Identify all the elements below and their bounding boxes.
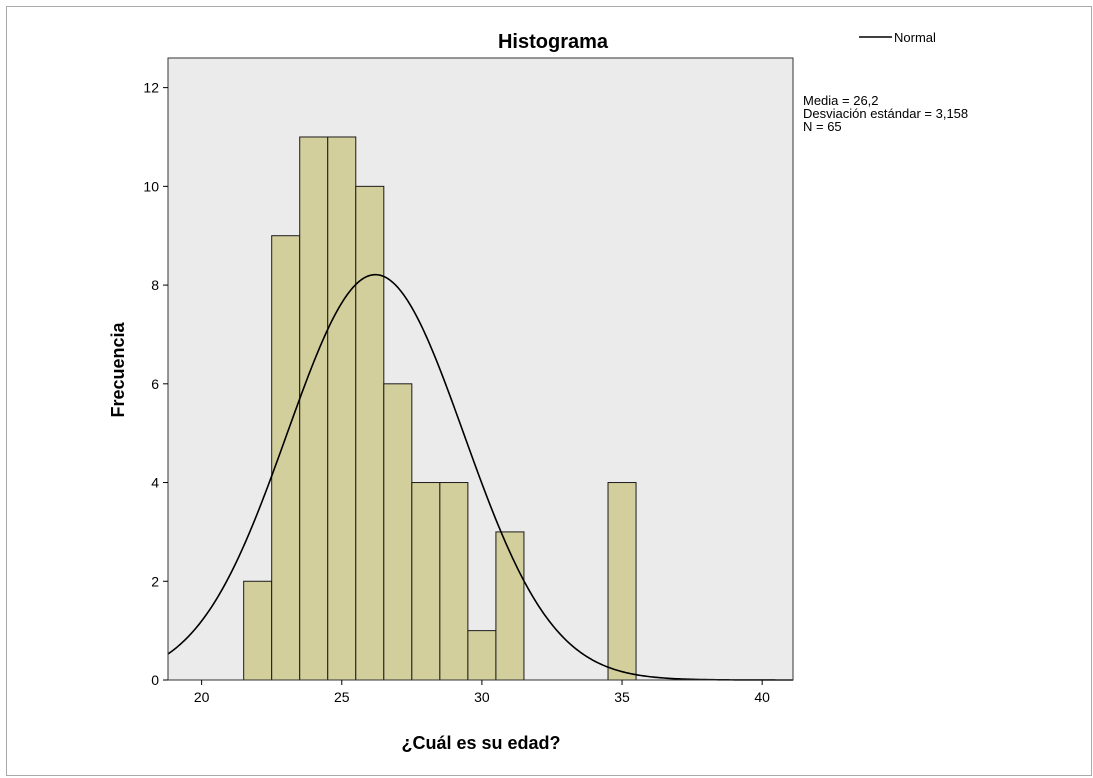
histogram-bar-27 bbox=[383, 383, 413, 681]
chart-title: Histograma bbox=[498, 31, 609, 53]
stat-n: N = 65 bbox=[803, 119, 842, 134]
histogram-bar-22 bbox=[243, 580, 273, 681]
y-axis: 0 2 4 6 8 10 12 bbox=[143, 80, 168, 688]
y-tick-label: 10 bbox=[143, 178, 159, 194]
histogram-bar-25 bbox=[327, 136, 357, 681]
histogram-bar-24 bbox=[299, 136, 329, 681]
plot-border bbox=[167, 57, 794, 681]
legend: Normal bbox=[859, 30, 936, 45]
histogram-bar-29 bbox=[439, 482, 469, 681]
bars-group bbox=[243, 136, 637, 681]
stat-mean: Media = 26,2 bbox=[803, 93, 879, 108]
x-tick-label: 35 bbox=[614, 689, 630, 705]
y-tick-label: 2 bbox=[151, 573, 159, 589]
normal-curve bbox=[167, 273, 793, 681]
y-tick-label: 12 bbox=[143, 80, 159, 96]
stat-sd: Desviación estándar = 3,158 bbox=[803, 106, 968, 121]
histogram-bar-30 bbox=[467, 630, 497, 681]
x-axis: 20 25 30 35 40 bbox=[194, 680, 770, 705]
y-axis-title: Frecuencia bbox=[108, 321, 128, 417]
legend-label-normal: Normal bbox=[894, 30, 936, 45]
histogram-bar-28 bbox=[411, 482, 441, 681]
histogram-bar-35 bbox=[607, 482, 637, 681]
y-tick-label: 0 bbox=[151, 672, 159, 688]
x-tick-label: 40 bbox=[754, 689, 770, 705]
histogram-bar-26 bbox=[355, 185, 385, 681]
stats-box: Media = 26,2 Desviación estándar = 3,158… bbox=[803, 93, 968, 134]
x-axis-title: ¿Cuál es su edad? bbox=[401, 733, 560, 753]
x-tick-label: 25 bbox=[334, 689, 350, 705]
y-tick-label: 8 bbox=[151, 277, 159, 293]
y-tick-label: 4 bbox=[151, 475, 159, 491]
histogram-bar-23 bbox=[271, 235, 301, 681]
x-tick-label: 20 bbox=[194, 689, 210, 705]
x-tick-label: 30 bbox=[474, 689, 490, 705]
y-tick-label: 6 bbox=[151, 376, 159, 392]
